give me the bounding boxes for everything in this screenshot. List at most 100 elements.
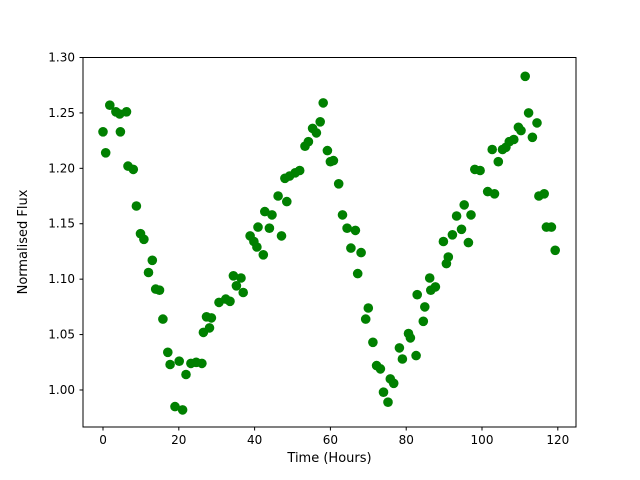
data-point	[356, 247, 366, 258]
data-point	[493, 156, 504, 167]
y-axis-label: Normalised Flux	[16, 189, 31, 294]
y-tick-label: 1.00	[48, 383, 75, 397]
data-point	[360, 314, 371, 324]
data-point	[459, 200, 470, 210]
x-axis-label: Time (Hours)	[286, 451, 371, 466]
data-point	[131, 201, 142, 211]
data-point	[322, 145, 333, 156]
data-point	[228, 271, 239, 281]
data-point	[411, 350, 421, 361]
data-point	[204, 323, 215, 333]
data-point	[350, 225, 361, 236]
data-point	[352, 268, 363, 279]
data-point	[165, 359, 175, 370]
x-tick-label: 100	[471, 433, 494, 447]
data-point	[139, 234, 149, 245]
data-point	[456, 224, 467, 235]
data-point	[342, 223, 352, 233]
y-tick-label: 1.10	[48, 272, 75, 286]
data-point	[158, 314, 168, 324]
data-point	[516, 125, 526, 136]
data-point	[520, 71, 530, 82]
data-point	[273, 191, 283, 201]
data-point	[170, 401, 180, 412]
data-point	[532, 118, 542, 128]
data-point	[128, 164, 139, 175]
data-point	[115, 127, 126, 137]
data-point	[463, 237, 474, 248]
data-point	[412, 289, 423, 300]
data-point	[550, 245, 560, 256]
data-point	[238, 287, 248, 298]
x-tick-label: 60	[323, 433, 338, 447]
data-point	[236, 273, 246, 283]
y-tick-label: 1.30	[48, 51, 75, 65]
data-point	[346, 243, 356, 253]
data-point	[509, 134, 519, 145]
y-tick-label: 1.20	[48, 161, 75, 175]
data-point	[231, 281, 242, 291]
data-point	[418, 316, 429, 327]
data-point	[154, 285, 165, 296]
data-point	[294, 165, 305, 176]
data-point	[181, 369, 191, 380]
data-points-layer	[98, 71, 560, 415]
data-point	[363, 303, 374, 313]
data-point	[539, 189, 549, 199]
plot-frame	[82, 57, 577, 428]
data-point	[98, 127, 108, 137]
data-point	[430, 282, 441, 292]
x-tick-label: 40	[247, 433, 262, 447]
y-tick-label: 1.25	[48, 106, 75, 120]
data-point	[267, 210, 277, 220]
data-point	[397, 354, 408, 364]
data-point	[264, 223, 275, 233]
data-point	[447, 230, 458, 240]
data-point	[177, 405, 188, 415]
y-tick-label: 1.15	[48, 217, 75, 231]
data-point	[405, 333, 416, 343]
data-point	[466, 210, 476, 220]
data-point	[523, 108, 534, 118]
data-point	[303, 136, 314, 147]
data-point	[163, 347, 173, 358]
data-point	[383, 397, 393, 408]
data-point	[487, 144, 498, 155]
data-point	[368, 337, 378, 348]
data-point	[282, 196, 292, 207]
data-point	[527, 132, 538, 143]
data-point	[333, 179, 344, 189]
data-point	[388, 378, 399, 389]
data-point	[375, 364, 386, 374]
data-point	[197, 358, 207, 369]
data-point	[451, 211, 462, 221]
data-point	[252, 242, 262, 252]
data-point	[105, 100, 115, 110]
data-point	[394, 343, 405, 353]
data-point	[378, 387, 389, 398]
data-point	[121, 107, 132, 117]
data-point	[225, 296, 235, 307]
data-point	[100, 148, 111, 158]
data-point	[260, 206, 270, 217]
data-point	[143, 267, 154, 278]
data-point	[489, 189, 500, 199]
y-tick-label: 1.05	[48, 328, 75, 342]
data-point	[258, 250, 269, 260]
data-point	[328, 155, 339, 166]
data-point	[276, 231, 287, 241]
data-point	[424, 273, 435, 283]
data-point	[311, 128, 322, 138]
data-point	[147, 255, 158, 266]
data-point	[206, 313, 217, 323]
data-point	[315, 117, 326, 127]
x-tick-label: 120	[546, 433, 569, 447]
x-tick-label: 20	[171, 433, 186, 447]
data-point	[420, 302, 430, 312]
x-tick-label: 80	[399, 433, 414, 447]
data-point	[475, 165, 485, 176]
x-tick-label: 0	[99, 433, 107, 447]
axis-ticks-layer: 0 20 40 60 80 100 120 1.00 1.05 1.10 1.15 1.20 1.25 1…	[48, 51, 569, 448]
